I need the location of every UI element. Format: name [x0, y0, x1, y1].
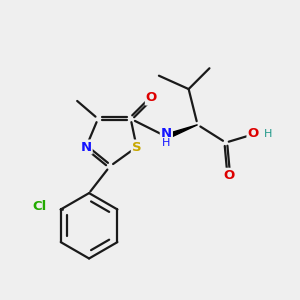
Text: S: S [132, 140, 141, 154]
Text: H: H [162, 138, 170, 148]
Text: H: H [264, 129, 272, 139]
Text: O: O [223, 169, 234, 182]
Polygon shape [171, 125, 198, 136]
Text: N: N [161, 127, 172, 140]
Text: N: N [80, 140, 92, 154]
Text: O: O [146, 92, 157, 104]
Text: Cl: Cl [33, 200, 47, 213]
Text: O: O [248, 127, 259, 140]
